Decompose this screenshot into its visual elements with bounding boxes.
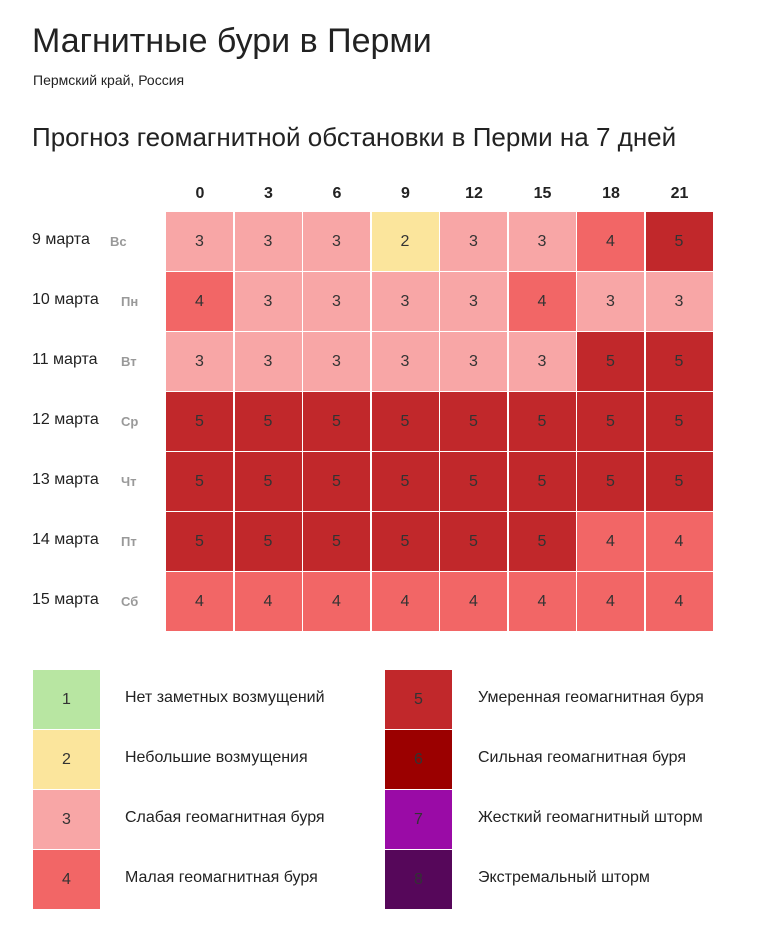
row-weekday: Чт [121,474,137,489]
heat-cell: 3 [645,272,713,331]
heat-cell: 5 [234,452,302,511]
heat-cell: 4 [577,572,644,631]
heat-cell: 5 [440,392,507,451]
heat-cell: 3 [234,272,302,331]
page-subtitle: Пермский край, Россия [33,72,185,88]
heat-cell: 3 [234,212,302,271]
column-header: 21 [670,185,689,202]
row-weekday: Вс [110,234,127,249]
heat-cell: 5 [166,452,233,511]
heat-cell: 5 [508,512,576,571]
heat-cell: 3 [234,332,302,391]
row-date: 9 марта [32,231,90,248]
heat-cell: 5 [440,512,507,571]
legend-label: Умеренная геомагнитная буря [478,689,704,706]
heat-cell: 3 [303,212,370,271]
heat-cell: 4 [371,572,439,631]
legend-label: Слабая геомагнитная буря [125,809,325,826]
heat-cell: 5 [371,452,439,511]
legend-swatch: 3 [33,790,100,849]
legend-label: Сильная геомагнитная буря [478,749,686,766]
heat-cell: 5 [166,512,233,571]
row-date: 15 марта [32,591,99,608]
heat-cell: 5 [303,392,370,451]
row-weekday: Пт [121,534,137,549]
heat-cell: 4 [440,572,507,631]
heat-cell: 3 [440,332,507,391]
row-date: 12 марта [32,411,99,428]
heat-cell: 4 [508,572,576,631]
column-header: 12 [465,185,483,202]
column-header: 15 [533,185,552,202]
heat-cell: 5 [577,392,644,451]
heat-cell: 4 [166,272,233,331]
heat-cell: 3 [166,332,233,391]
heat-cell: 5 [577,332,644,391]
column-header: 0 [195,185,205,202]
heat-cell: 3 [577,272,644,331]
heat-cell: 3 [508,212,576,271]
row-date: 14 марта [32,531,99,548]
heat-cell: 4 [577,212,644,271]
legend-swatch: 2 [33,730,100,789]
row-weekday: Ср [121,414,139,429]
row-weekday: Сб [121,594,139,609]
heat-cell: 4 [577,512,644,571]
heat-cell: 3 [440,212,507,271]
heat-cell: 5 [371,392,439,451]
heat-cell: 3 [371,332,439,391]
heat-cell: 5 [508,392,576,451]
heat-cell: 4 [508,272,576,331]
heat-cell: 3 [440,272,507,331]
heat-cell: 3 [303,272,370,331]
row-weekday: Пн [121,294,139,309]
heat-cell: 5 [371,512,439,571]
column-header: 9 [401,185,410,202]
column-header: 6 [332,185,342,202]
row-date: 11 марта [32,351,98,368]
heat-cell: 4 [234,572,302,631]
legend-swatch: 7 [385,790,452,849]
heat-cell: 4 [645,572,713,631]
heat-cell: 5 [303,452,370,511]
page-title: Магнитные бури в Перми [32,22,432,60]
heat-cell: 3 [508,332,576,391]
heat-cell: 4 [645,512,713,571]
heat-cell: 5 [645,332,713,391]
legend-swatch: 1 [33,670,100,729]
legend-label: Небольшие возмущения [125,749,308,766]
row-date: 13 марта [32,471,99,488]
legend-label: Жесткий геомагнитный шторм [478,809,703,826]
heat-cell: 3 [371,272,439,331]
heat-cell: 5 [234,512,302,571]
legend-swatch: 4 [33,850,100,909]
row-date: 10 марта [32,291,99,308]
heat-cell: 5 [645,452,713,511]
column-header: 3 [264,185,273,202]
heat-cell: 2 [371,212,439,271]
heat-cell: 5 [577,452,644,511]
legend-label: Экстремальный шторм [478,869,650,886]
heat-cell: 5 [645,392,713,451]
heat-cell: 3 [303,332,370,391]
heat-cell: 5 [166,392,233,451]
legend-swatch: 5 [385,670,452,729]
legend-swatch: 6 [385,730,452,789]
heat-cell: 5 [440,452,507,511]
legend-swatch: 8 [385,850,452,909]
legend-label: Малая геомагнитная буря [125,869,318,886]
heat-cell: 4 [166,572,233,631]
table-title: Прогноз геомагнитной обстановки в Перми … [32,122,677,152]
heat-cell: 5 [234,392,302,451]
heat-cell: 5 [645,212,713,271]
legend-label: Нет заметных возмущений [125,689,325,706]
heat-cell: 5 [508,452,576,511]
column-header: 18 [602,185,620,202]
heat-cell: 3 [166,212,233,271]
heat-cell: 4 [303,572,370,631]
heat-cell: 5 [303,512,370,571]
row-weekday: Вт [121,354,137,369]
